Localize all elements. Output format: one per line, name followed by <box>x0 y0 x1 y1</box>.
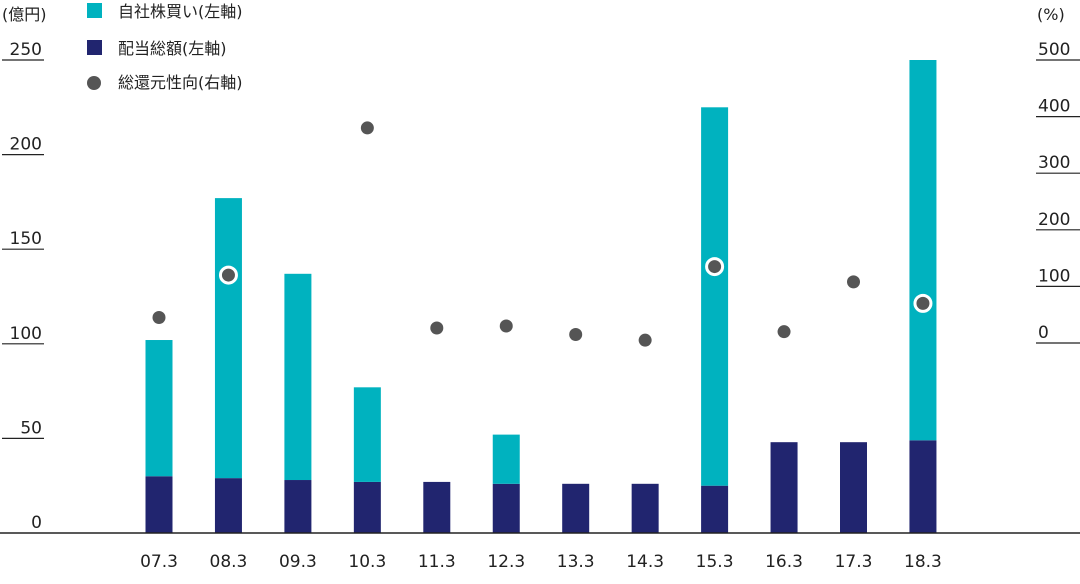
bar-buyback <box>701 107 729 486</box>
x-axis-tick-label: 10.3 <box>348 552 386 572</box>
payout-ratio-point <box>638 333 652 347</box>
payout-ratio-point <box>705 257 725 277</box>
payout-ratio-point <box>218 265 238 285</box>
payout-ratio-point <box>360 121 374 135</box>
legend: 自社株買い(左軸) 配当総額(左軸) 総還元性向(右軸) <box>87 2 243 92</box>
bar-buyback <box>492 434 520 484</box>
bar-dividend <box>840 442 867 533</box>
bar-dividend <box>492 483 520 533</box>
bar-dividend <box>284 480 312 533</box>
left-axis-tick-label: 100 <box>10 324 42 344</box>
left-axis-unit-label: (億円) <box>2 5 47 24</box>
right-axis: 0 100 200 300 400 500 <box>1036 40 1080 344</box>
x-axis-tick-label: 07.3 <box>140 552 178 572</box>
right-axis-tick-label: 200 <box>1038 210 1070 230</box>
payout-ratio-point <box>847 275 860 289</box>
right-axis-tick-label: 100 <box>1038 266 1070 286</box>
x-axis-tick-label: 09.3 <box>279 552 317 572</box>
payout-ratio-point <box>777 325 791 339</box>
bar-buyback <box>353 387 381 482</box>
left-axis-tick-label: 50 <box>20 418 42 438</box>
x-axis-tick-label: 17.3 <box>835 552 873 572</box>
right-axis-tick-label: 0 <box>1038 323 1049 343</box>
right-axis-tick-label: 400 <box>1038 97 1070 117</box>
legend-marker-payout-ratio <box>87 76 101 90</box>
bar-dividend <box>145 476 173 533</box>
left-axis-tick-label: 150 <box>10 229 42 249</box>
bar-buyback <box>909 60 937 441</box>
x-axis-tick-label: 08.3 <box>210 552 248 572</box>
left-axis-tick-label: 250 <box>10 40 42 60</box>
legend-label-buyback: 自社株買い(左軸) <box>118 2 243 21</box>
bar-dividend <box>423 481 451 533</box>
bar-dividend <box>909 440 937 533</box>
left-axis-tick-label: 200 <box>10 135 42 155</box>
bar-dividend <box>631 483 659 533</box>
legend-swatch-dividend <box>87 40 102 55</box>
right-axis-unit-label: (%) <box>1037 5 1065 24</box>
legend-label-dividend: 配当総額(左軸) <box>118 39 227 58</box>
payout-ratio-points <box>152 121 933 347</box>
x-axis-tick-label: 11.3 <box>418 552 456 572</box>
x-axis-tick-label: 14.3 <box>626 552 664 572</box>
legend-swatch-buyback <box>87 3 102 18</box>
bar-buyback <box>284 273 312 481</box>
bar-buyback <box>214 198 242 479</box>
x-axis-tick-label: 13.3 <box>557 552 595 572</box>
payout-ratio-point <box>430 321 444 335</box>
payout-ratio-point <box>913 293 933 313</box>
legend-label-payout-ratio: 総還元性向(右軸) <box>118 73 243 92</box>
bar-buyback <box>145 340 173 477</box>
x-axis-tick-label: 16.3 <box>765 552 803 572</box>
x-axis-tick-labels: 07.3 08.3 09.3 10.3 11.3 12.3 13.3 14.3 15.3 16.3… <box>140 552 942 572</box>
payout-ratio-point <box>569 328 583 342</box>
bar-dividend <box>562 483 590 533</box>
right-axis-tick-label: 300 <box>1038 153 1070 173</box>
right-axis-tick-label: 500 <box>1038 40 1070 60</box>
bar-dividend <box>214 478 242 533</box>
x-axis-tick-label: 18.3 <box>904 552 942 572</box>
bar-dividend <box>353 481 381 533</box>
bar-dividend <box>770 442 798 533</box>
payout-ratio-point <box>152 311 166 325</box>
left-axis: 0 50 100 150 200 250 <box>2 40 44 533</box>
x-axis-tick-label: 15.3 <box>696 552 734 572</box>
x-axis-tick-label: 12.3 <box>487 552 525 572</box>
payout-ratio-point <box>499 319 513 333</box>
left-axis-tick-label: 0 <box>31 513 42 533</box>
bar-dividend <box>701 485 729 533</box>
bar-series <box>145 60 937 533</box>
